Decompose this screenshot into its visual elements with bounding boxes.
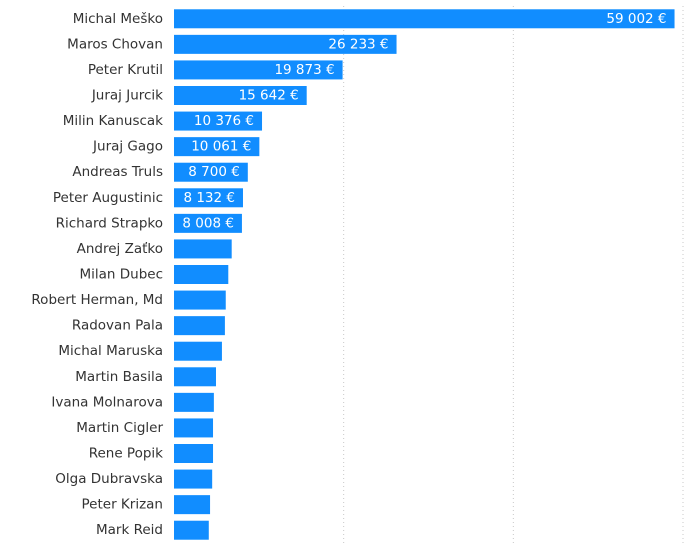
value-label: 8 008 € [182,215,234,231]
category-label: Robert Herman, Md [31,292,163,308]
category-label: Martin Cigler [76,420,163,436]
category-label: Martin Basila [75,369,163,385]
category-label: Olga Dubravska [55,471,163,487]
value-label: 59 002 € [606,11,666,27]
category-label: Richard Strapko [56,215,163,231]
value-label: 26 233 € [328,36,388,52]
value-label: 8 700 € [188,164,240,180]
bar [174,162,248,182]
category-label: Milan Dubec [79,267,163,283]
bar [174,367,216,387]
bar [174,495,211,515]
category-label: Michal Meško [73,11,163,27]
value-label: 8 132 € [183,190,235,206]
bar [174,239,232,259]
value-label: 10 376 € [194,113,254,129]
bar [174,418,214,438]
bar [174,111,263,131]
category-label: Juraj Jurcik [91,88,163,104]
bar [174,316,225,336]
value-label: 10 061 € [191,139,251,155]
bar [174,290,226,310]
category-label: Andrej Zaťko [77,241,163,257]
bar [174,34,397,54]
bar [174,265,229,284]
category-label: Mark Reid [96,522,163,538]
value-label: 15 642 € [239,88,299,104]
category-label: Maros Chovan [67,36,163,52]
category-label: Milin Kanuscak [63,113,163,129]
bar [174,392,214,412]
bar [174,213,242,233]
category-label: Peter Krutil [88,62,163,78]
category-label: Juraj Gago [92,139,163,155]
bar [174,520,209,540]
category-label: Peter Augustinic [53,190,163,206]
bar [174,341,222,361]
value-label: 19 873 € [274,62,334,78]
bar [174,469,213,489]
category-label: Radovan Pala [72,318,163,334]
bar [174,137,260,157]
bar [174,444,214,463]
category-label: Ivana Molnarova [51,394,163,410]
bar [174,188,243,208]
category-label: Andreas Truls [72,164,163,180]
category-label: Rene Popik [89,446,163,462]
bar [174,9,675,29]
category-label: Peter Krizan [82,497,163,513]
bar [174,86,307,105]
category-label: Michal Maruska [58,343,163,359]
bar [174,60,343,80]
